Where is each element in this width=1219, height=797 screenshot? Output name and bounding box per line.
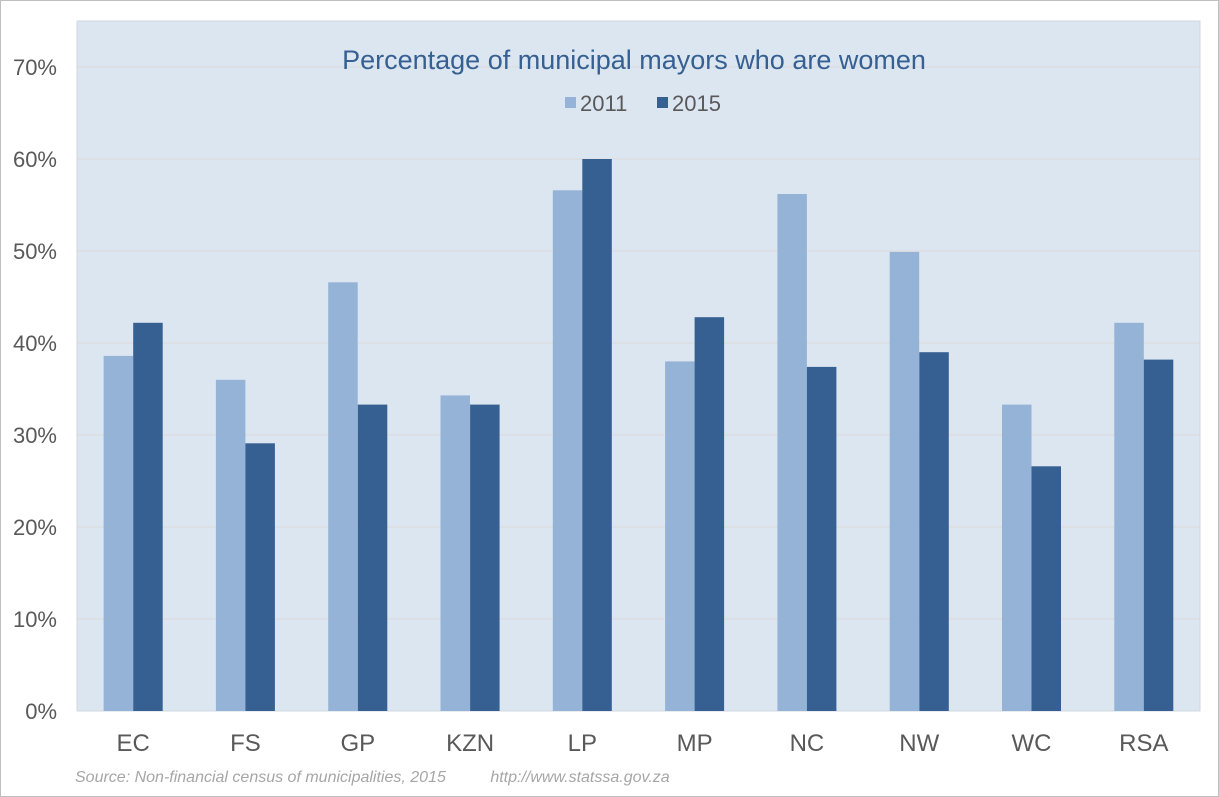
bar-lp-2015 — [582, 159, 612, 711]
bar-nc-2015 — [806, 366, 837, 711]
x-axis-ticks: EC FS GP KZN LP MP NC NW WC RSA — [117, 730, 1169, 757]
legend-swatch-2011 — [565, 97, 576, 108]
legend: 2011 2015 — [565, 91, 721, 116]
y-tick-label: 40% — [13, 331, 57, 356]
legend-swatch-2015 — [657, 97, 668, 108]
x-tick-label: MP — [677, 730, 713, 757]
y-tick-label: 50% — [13, 239, 57, 264]
y-tick-label: 30% — [13, 423, 57, 448]
bar-gp-2011 — [328, 282, 358, 711]
bar-gp-2015 — [357, 404, 388, 711]
source-url: http://www.statssa.gov.za — [490, 769, 670, 786]
bar-wc-2011 — [1002, 404, 1032, 711]
y-tick-label: 60% — [13, 147, 57, 172]
bar-kzn-2015 — [470, 404, 500, 711]
x-tick-label: WC — [1012, 730, 1052, 757]
y-tick-label: 10% — [13, 607, 57, 632]
x-tick-label: KZN — [446, 730, 494, 757]
footer: Source: Non-financial census of municipa… — [75, 769, 710, 787]
bars — [103, 159, 1174, 712]
legend-label-2015: 2015 — [672, 91, 721, 116]
bar-fs-2011 — [215, 379, 246, 711]
bar-nw-2015 — [919, 352, 949, 711]
y-tick-label: 0% — [25, 699, 57, 724]
x-tick-label: FS — [230, 730, 261, 757]
chart-title: Percentage of municipal mayors who are w… — [342, 45, 926, 75]
y-axis-ticks: 0% 10% 20% 30% 40% 50% 60% 70% — [13, 55, 57, 724]
bar-wc-2015 — [1031, 466, 1061, 711]
bar-nc-2011 — [777, 194, 807, 711]
bar-ec-2011 — [103, 355, 134, 711]
x-tick-label: GP — [340, 730, 375, 757]
bar-mp-2015 — [694, 317, 725, 711]
bar-mp-2011 — [665, 361, 695, 711]
bar-kzn-2011 — [440, 395, 470, 711]
x-tick-label: LP — [568, 730, 597, 757]
y-tick-label: 70% — [13, 55, 57, 80]
bar-fs-2015 — [245, 443, 275, 711]
source-note: Source: Non-financial census of municipa… — [75, 769, 446, 786]
bar-lp-2011 — [552, 190, 583, 712]
x-tick-label: NC — [790, 730, 825, 757]
bar-rsa-2015 — [1143, 359, 1174, 711]
x-tick-label: RSA — [1119, 730, 1168, 757]
bar-ec-2015 — [133, 322, 163, 711]
bar-rsa-2011 — [1114, 322, 1144, 711]
x-tick-label: NW — [899, 730, 939, 757]
bar-nw-2011 — [889, 251, 920, 711]
y-tick-label: 20% — [13, 515, 57, 540]
legend-label-2011: 2011 — [580, 91, 627, 116]
x-tick-label: EC — [117, 730, 150, 757]
